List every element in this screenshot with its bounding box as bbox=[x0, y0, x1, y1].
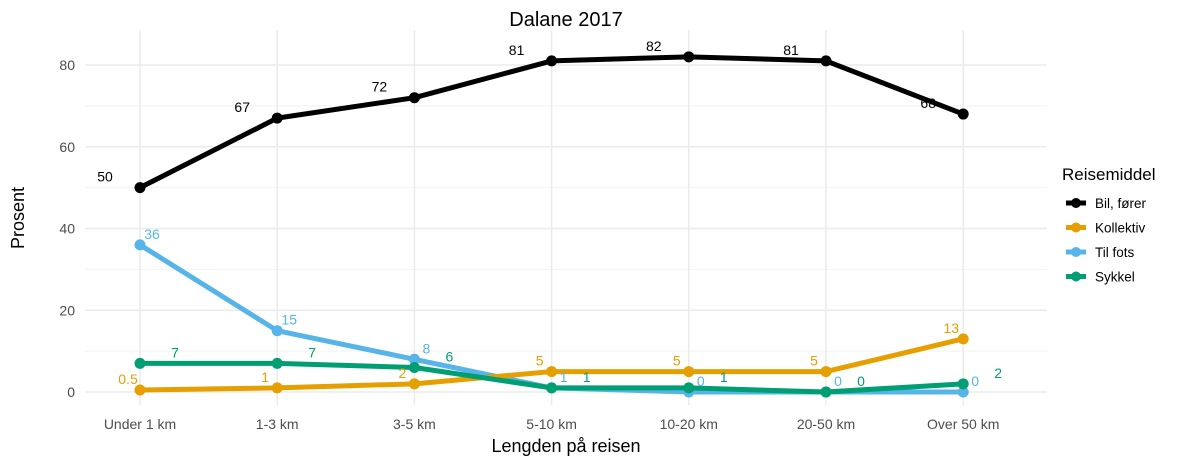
legend-key-point bbox=[1071, 222, 1081, 233]
data-point bbox=[546, 55, 558, 67]
data-label: 0 bbox=[857, 373, 865, 389]
data-label: 50 bbox=[97, 169, 113, 185]
x-tick-label: 5-10 km bbox=[526, 416, 577, 432]
data-label: 1 bbox=[583, 369, 591, 385]
data-label: 72 bbox=[372, 79, 388, 95]
data-point bbox=[134, 182, 146, 194]
y-tick-label: 80 bbox=[59, 57, 75, 73]
data-label: 68 bbox=[920, 95, 936, 111]
data-label: 1 bbox=[560, 369, 568, 385]
data-point bbox=[683, 51, 695, 63]
data-point bbox=[271, 325, 283, 337]
data-point bbox=[408, 361, 420, 373]
data-point bbox=[546, 366, 558, 378]
data-label: 5 bbox=[673, 353, 681, 369]
data-point bbox=[957, 333, 969, 345]
x-tick-label: 20-50 km bbox=[797, 416, 855, 432]
data-point bbox=[820, 386, 832, 398]
legend-key-point bbox=[1071, 198, 1081, 208]
y-tick-label: 20 bbox=[59, 302, 75, 318]
legend-key-point bbox=[1071, 271, 1081, 282]
legend-label: Til fots bbox=[1095, 245, 1135, 260]
y-tick-label: 0 bbox=[67, 384, 75, 400]
data-point bbox=[957, 108, 969, 120]
data-label: 82 bbox=[646, 38, 662, 54]
data-point bbox=[957, 378, 969, 390]
data-point bbox=[408, 378, 420, 390]
data-label: 81 bbox=[783, 42, 799, 58]
data-point bbox=[134, 357, 146, 369]
data-point bbox=[820, 366, 832, 378]
data-label: 1 bbox=[720, 369, 728, 385]
legend-key-point bbox=[1071, 247, 1081, 257]
y-axis-label: Prosent bbox=[8, 187, 28, 249]
data-label: 5 bbox=[536, 353, 544, 369]
y-tick-label: 60 bbox=[59, 139, 75, 155]
x-tick-label: 10-20 km bbox=[660, 416, 718, 432]
data-point bbox=[271, 382, 283, 394]
data-point bbox=[271, 112, 283, 124]
data-point bbox=[683, 382, 695, 394]
data-point bbox=[134, 384, 146, 396]
x-tick-label: 1-3 km bbox=[256, 416, 299, 432]
data-label: 0.5 bbox=[118, 371, 138, 387]
data-label: 0 bbox=[834, 373, 842, 389]
data-label: 2 bbox=[399, 365, 407, 381]
data-label: 13 bbox=[943, 320, 959, 336]
data-point bbox=[546, 382, 558, 394]
x-tick-label: 3-5 km bbox=[393, 416, 436, 432]
data-label: 15 bbox=[281, 312, 297, 328]
data-point bbox=[408, 353, 420, 365]
data-label: 8 bbox=[423, 340, 431, 356]
x-tick-label: Over 50 km bbox=[927, 416, 999, 432]
data-label: 0 bbox=[971, 373, 979, 389]
chart-title: Dalane 2017 bbox=[509, 9, 622, 31]
data-point bbox=[134, 239, 146, 251]
data-label: 7 bbox=[308, 344, 316, 360]
data-label: 81 bbox=[509, 42, 525, 58]
data-point bbox=[957, 386, 969, 398]
x-axis-label: Lengden på reisen bbox=[491, 436, 640, 456]
data-label: 2 bbox=[994, 365, 1002, 381]
legend-label: Kollektiv bbox=[1095, 221, 1146, 236]
data-label: 36 bbox=[144, 226, 160, 242]
legend-label: Sykkel bbox=[1095, 270, 1135, 285]
data-label: 6 bbox=[446, 348, 454, 364]
data-point bbox=[271, 357, 283, 369]
data-label: 7 bbox=[171, 344, 179, 360]
legend-title: Reisemiddel bbox=[1062, 165, 1156, 184]
data-point bbox=[408, 92, 420, 104]
data-label: 0 bbox=[697, 373, 705, 389]
legend-label: Bil, fører bbox=[1095, 196, 1147, 211]
data-label: 5 bbox=[810, 353, 818, 369]
y-tick-label: 40 bbox=[59, 221, 75, 237]
x-tick-label: Under 1 km bbox=[104, 416, 176, 432]
data-point bbox=[683, 366, 695, 378]
data-label: 1 bbox=[261, 369, 269, 385]
data-label: 67 bbox=[234, 99, 250, 115]
data-point bbox=[820, 55, 832, 67]
